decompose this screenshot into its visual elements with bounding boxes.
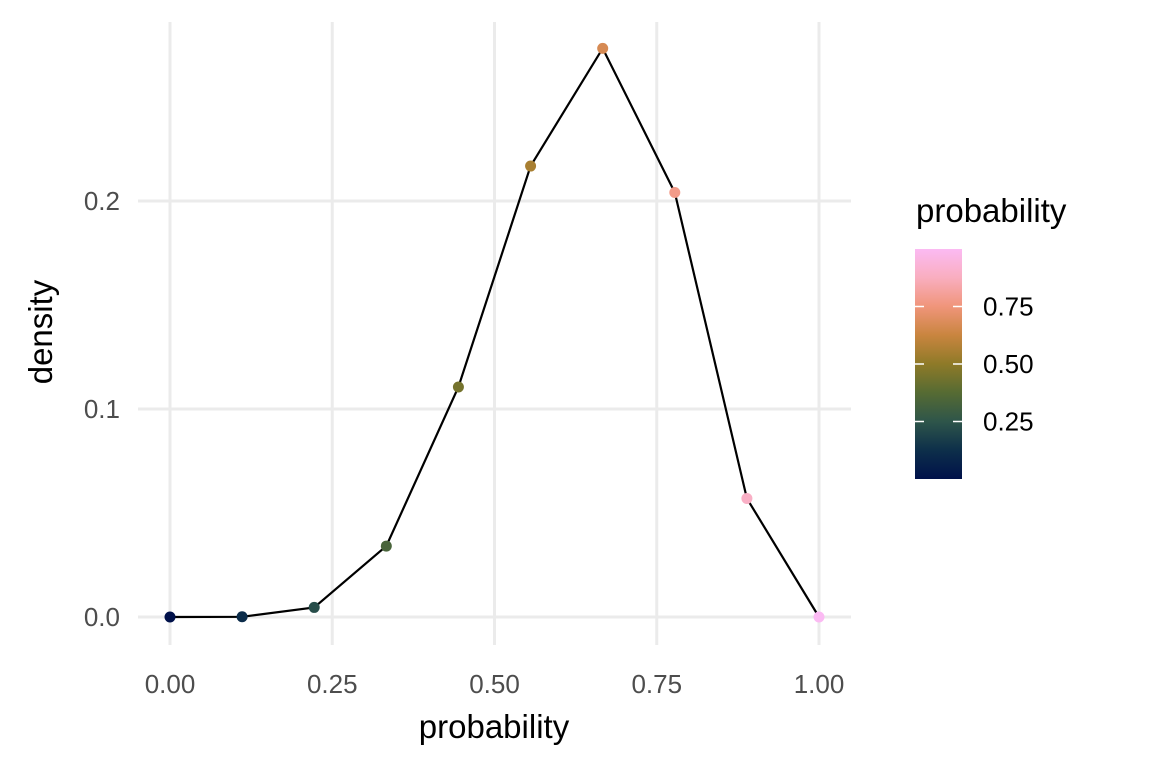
data-point	[525, 160, 537, 172]
data-point	[236, 611, 248, 623]
gridlines	[138, 22, 851, 645]
y-tick-label: 0.1	[84, 394, 120, 424]
data-point	[597, 42, 609, 54]
data-point	[452, 381, 464, 393]
y-axis-title: density	[22, 279, 59, 384]
x-axis-title: probability	[419, 708, 570, 745]
y-axis-ticks: 0.0 0.1 0.2	[84, 186, 120, 632]
data-point	[380, 540, 392, 552]
color-legend: probability 0.25 0.50 0.75	[915, 192, 1067, 479]
data-point	[308, 601, 320, 613]
colorbar-ticks: 0.25 0.50 0.75	[915, 292, 1034, 437]
y-tick-label: 0.2	[84, 186, 120, 216]
data-point	[741, 492, 753, 504]
series-layer	[164, 42, 825, 623]
colorbar-tick-label: 0.75	[983, 292, 1034, 322]
x-axis-ticks: 0.00 0.25 0.50 0.75 1.00	[145, 669, 845, 699]
x-tick-label: 1.00	[794, 669, 845, 699]
data-point	[669, 186, 681, 198]
legend-title: probability	[916, 192, 1067, 229]
x-tick-label: 0.50	[469, 669, 520, 699]
x-tick-label: 0.75	[631, 669, 682, 699]
data-point	[813, 611, 825, 623]
colorbar-tick-label: 0.25	[983, 407, 1034, 437]
x-tick-label: 0.25	[307, 669, 358, 699]
y-tick-label: 0.0	[84, 602, 120, 632]
colorbar-tick-label: 0.50	[983, 349, 1034, 379]
data-point	[164, 611, 176, 623]
x-tick-label: 0.00	[145, 669, 196, 699]
density-line	[169, 46, 820, 619]
